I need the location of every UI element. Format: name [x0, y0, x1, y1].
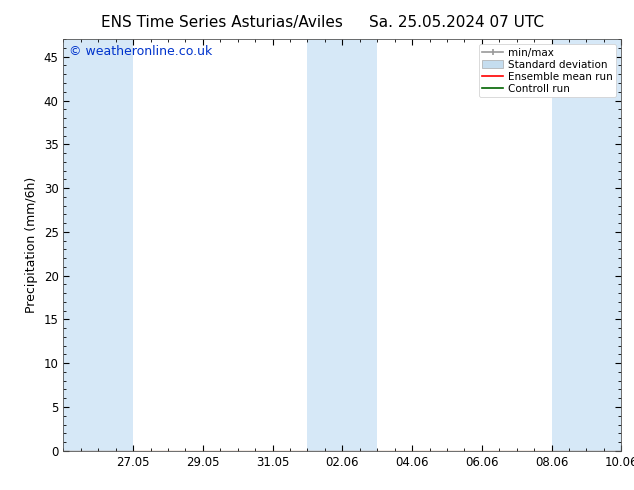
- Text: © weatheronline.co.uk: © weatheronline.co.uk: [69, 46, 212, 58]
- Bar: [552, 39, 621, 451]
- Bar: [63, 39, 133, 451]
- Text: Sa. 25.05.2024 07 UTC: Sa. 25.05.2024 07 UTC: [369, 15, 544, 30]
- Bar: [307, 39, 377, 451]
- Y-axis label: Precipitation (mm/6h): Precipitation (mm/6h): [25, 177, 38, 313]
- Text: ENS Time Series Asturias/Aviles: ENS Time Series Asturias/Aviles: [101, 15, 343, 30]
- Legend: min/max, Standard deviation, Ensemble mean run, Controll run: min/max, Standard deviation, Ensemble me…: [479, 45, 616, 97]
